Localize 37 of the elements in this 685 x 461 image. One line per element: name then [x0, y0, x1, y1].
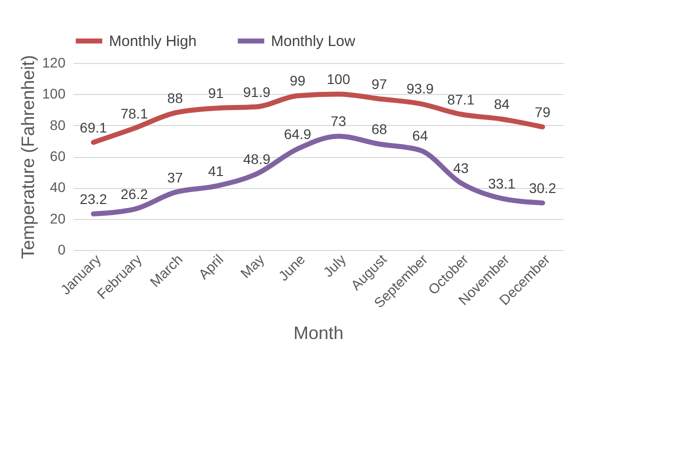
data-label: 84 — [494, 96, 510, 112]
data-label: 97 — [371, 76, 388, 92]
data-label: 91.9 — [243, 84, 271, 100]
y-tick-label: 80 — [50, 116, 66, 133]
x-axis-title: Month — [293, 322, 344, 343]
data-label: 41 — [208, 163, 224, 180]
data-label: 88 — [167, 90, 184, 106]
y-tick-label: 40 — [50, 179, 66, 196]
y-tick-label: 0 — [58, 242, 66, 258]
data-label: 79 — [534, 104, 551, 120]
data-label: 43 — [453, 160, 469, 176]
data-label: 26.2 — [120, 186, 148, 202]
data-label: 78.1 — [120, 105, 148, 122]
data-label: 23.2 — [80, 190, 108, 207]
data-label: 69.1 — [80, 119, 108, 136]
data-label: 48.9 — [243, 150, 271, 167]
y-tick-label: 60 — [50, 148, 66, 164]
x-tick-label: May — [237, 251, 268, 282]
data-label: 73 — [330, 113, 346, 130]
y-tick-label: 120 — [42, 54, 66, 70]
y-axis-title: Temperature (Fahrenheit) — [18, 54, 38, 260]
legend-label: Monthly High — [109, 33, 197, 50]
data-label: 87.1 — [447, 91, 475, 108]
data-label: 64 — [412, 127, 428, 144]
data-label: 33.1 — [488, 175, 516, 192]
data-label: 93.9 — [406, 80, 434, 97]
x-tick-label: July — [320, 251, 349, 280]
data-label: 99 — [290, 72, 306, 89]
data-label: 64.9 — [284, 126, 312, 142]
legend-label: Monthly Low — [271, 33, 356, 50]
y-tick-label: 100 — [42, 86, 66, 102]
data-label: 68 — [371, 121, 388, 138]
data-label: 30.2 — [528, 180, 556, 196]
y-tick-label: 20 — [50, 210, 66, 226]
data-label: 91 — [208, 85, 224, 102]
data-label: 37 — [167, 169, 184, 186]
data-label: 100 — [326, 71, 350, 88]
